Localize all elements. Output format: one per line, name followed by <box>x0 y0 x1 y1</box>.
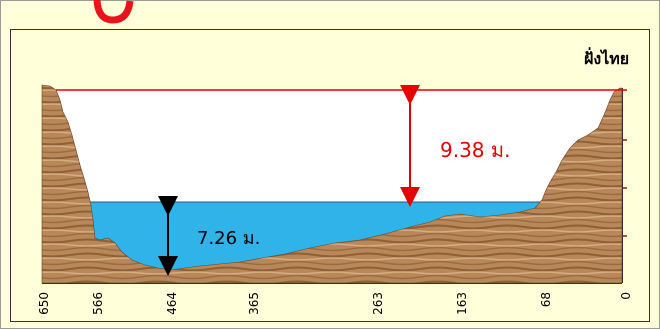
distance-tick-label: 464 <box>165 292 179 315</box>
distance-tick-labels: 650 566 464 365 263 163 68 0 <box>37 292 633 315</box>
distance-tick-label: 365 <box>247 292 261 315</box>
distance-tick-label: 163 <box>455 292 469 315</box>
air-region <box>55 90 622 202</box>
distance-tick-label: 566 <box>91 292 105 315</box>
bank-label: ฝั่งไทย <box>584 47 629 68</box>
level-above-water-label: 9.38 ม. <box>440 138 510 162</box>
distance-tick-label: 650 <box>37 292 51 315</box>
distance-tick-label: 263 <box>371 292 385 315</box>
right-axis-ticks <box>622 139 627 237</box>
distance-tick-label: 0 <box>619 292 633 300</box>
water-depth-label: 7.26 ม. <box>197 228 260 249</box>
riverbed-terrain <box>41 84 623 284</box>
red-ring-fragment <box>93 0 134 24</box>
distance-tick-label: 68 <box>539 292 553 307</box>
